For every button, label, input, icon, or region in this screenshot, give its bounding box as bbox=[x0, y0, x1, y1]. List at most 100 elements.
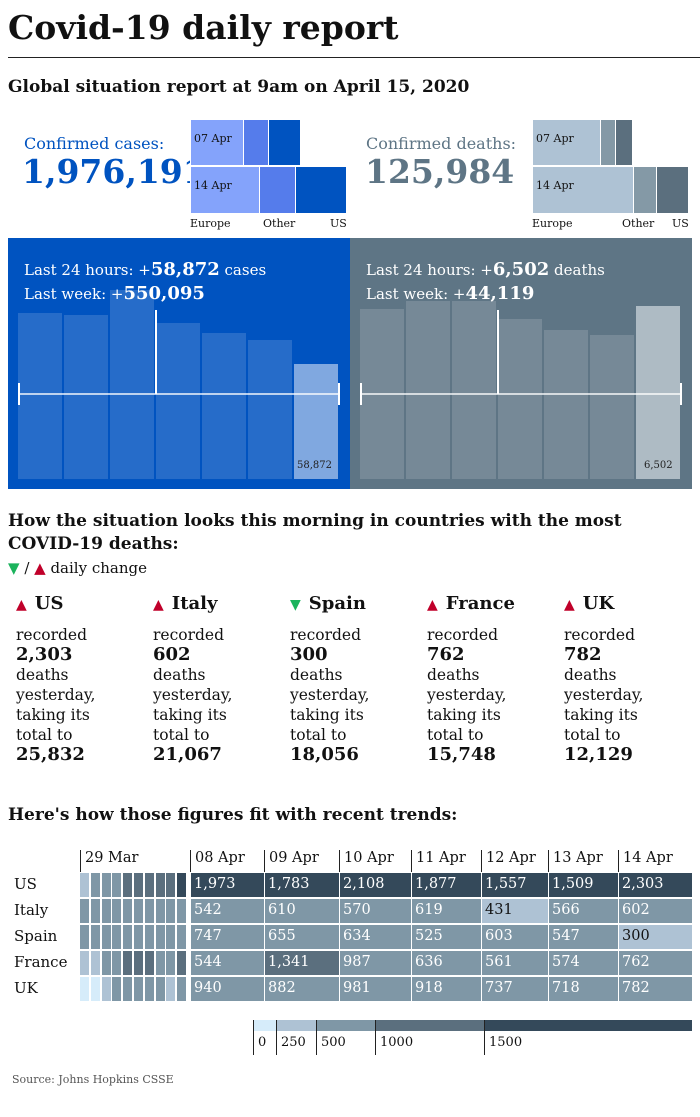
range-tick-right bbox=[680, 383, 682, 405]
change-legend: ▼ / ▲ daily change bbox=[8, 559, 147, 577]
last-bar-label: 58,872 bbox=[297, 460, 332, 471]
heatmap-cell-early bbox=[134, 873, 143, 897]
down-arrow-icon: ▼ bbox=[8, 559, 20, 577]
heatmap-cell-early bbox=[90, 873, 100, 897]
country-l4: taking its bbox=[427, 706, 501, 724]
heatmap-cell-early bbox=[155, 899, 165, 923]
treemap-cell-europe-07apr: 07 Apr bbox=[190, 119, 244, 166]
country-l5: total to bbox=[16, 726, 73, 744]
treemap-cell-other-07apr bbox=[600, 119, 616, 166]
country-l5: total to bbox=[153, 726, 210, 744]
heatmap-cell-early bbox=[90, 977, 100, 1001]
heatmap-cell: 619 bbox=[411, 899, 481, 923]
heatmap-cell-early bbox=[90, 925, 100, 949]
treemap-cell-europe-14apr: 14 Apr bbox=[190, 166, 260, 214]
heatmap-cell-early bbox=[112, 899, 122, 923]
treemap-label-europe: Europe bbox=[532, 217, 573, 230]
heatmap-cell: 636 bbox=[411, 951, 481, 975]
weekly-bar bbox=[156, 322, 200, 479]
baseline bbox=[19, 393, 339, 395]
report-subtitle: Global situation report at 9am on April … bbox=[8, 77, 470, 97]
weekly-bar bbox=[18, 312, 62, 479]
heatmap-cell-early bbox=[123, 977, 133, 1001]
baseline bbox=[361, 393, 681, 395]
heatmap-row-label: UK bbox=[14, 979, 38, 997]
country-card-spain: ▼ Spain recorded 300 deaths yesterday, taking … bbox=[290, 594, 420, 765]
last24-cases: 58,872 bbox=[150, 259, 220, 280]
heatmap-cell: 574 bbox=[548, 951, 618, 975]
weekly-bar bbox=[248, 340, 292, 479]
heatmap-cell-early bbox=[101, 899, 111, 923]
country-l4: taking its bbox=[290, 706, 364, 724]
scale-label: 1500 bbox=[484, 1020, 522, 1055]
country-l2: deaths bbox=[153, 666, 206, 684]
treemap-cell-us-07apr bbox=[615, 119, 633, 166]
country-l3: yesterday, bbox=[153, 686, 233, 704]
range-tick-left bbox=[18, 383, 20, 405]
country-deaths: 300 bbox=[290, 644, 328, 665]
heatmap-cell: 610 bbox=[264, 899, 339, 923]
heatmap-date-header: 11 Apr bbox=[411, 850, 481, 872]
week-prefix: Last week: + bbox=[24, 285, 124, 303]
heatmap-cell: 918 bbox=[411, 977, 481, 1001]
country-label: France bbox=[445, 593, 515, 614]
heatmap-cell-early bbox=[112, 977, 122, 1001]
heatmap-cell: 431 bbox=[481, 899, 548, 923]
country-label: UK bbox=[582, 593, 615, 614]
treemap-cell-europe-07apr: 07 Apr bbox=[532, 119, 601, 166]
heatmap-cell-early bbox=[177, 873, 187, 897]
country-deaths: 2,303 bbox=[16, 644, 73, 665]
heatmap-cell-early bbox=[155, 951, 165, 975]
heatmap-cell: 1,341 bbox=[264, 951, 339, 975]
heatmap-cell: 1,557 bbox=[481, 873, 548, 897]
heatmap-cell-early bbox=[134, 977, 143, 1001]
weekly-bar bbox=[202, 332, 246, 479]
heatmap-cell: 1,783 bbox=[264, 873, 339, 897]
treemap-label-us: US bbox=[330, 217, 347, 230]
heatmap-row-label: Italy bbox=[14, 901, 49, 919]
country-name: ▲ UK bbox=[564, 594, 694, 615]
heatmap-cell: 1,877 bbox=[411, 873, 481, 897]
weekly-bar bbox=[64, 314, 108, 479]
heatmap-cell-early bbox=[177, 951, 187, 975]
country-deaths: 602 bbox=[153, 644, 191, 665]
heatmap-cell-early bbox=[80, 951, 89, 975]
country-l2: deaths bbox=[427, 666, 480, 684]
confirmed-cases-label: Confirmed cases: bbox=[24, 134, 165, 153]
heatmap-cell-early bbox=[144, 951, 154, 975]
heatmap-cell: 300 bbox=[618, 925, 692, 949]
scale-label: 0 bbox=[253, 1020, 266, 1055]
scale-swatch bbox=[375, 1020, 484, 1031]
heatmap-cell-early bbox=[144, 873, 154, 897]
country-l4: taking its bbox=[153, 706, 227, 724]
country-total: 12,129 bbox=[564, 744, 633, 765]
heatmap-cell-early bbox=[166, 977, 176, 1001]
country-l4: taking its bbox=[16, 706, 90, 724]
marker-line bbox=[497, 310, 499, 394]
heatmap-cell: 718 bbox=[548, 977, 618, 1001]
country-name: ▼ Spain bbox=[290, 594, 420, 615]
heatmap-cell: 655 bbox=[264, 925, 339, 949]
heatmap-cell: 940 bbox=[190, 977, 264, 1001]
weekly-bar bbox=[590, 335, 634, 479]
up-arrow-icon: ▲ bbox=[34, 559, 46, 577]
up-arrow-icon: ▲ bbox=[427, 597, 438, 613]
heatmap-cell-early bbox=[144, 925, 154, 949]
heatmap-cell-early bbox=[177, 925, 187, 949]
treemap-cell-other-14apr bbox=[633, 166, 657, 214]
heatmap-row-label: US bbox=[14, 875, 37, 893]
heatmap-row-label: Spain bbox=[14, 927, 58, 945]
up-arrow-icon: ▲ bbox=[153, 597, 164, 613]
heatmap-cell: 762 bbox=[618, 951, 692, 975]
country-name: ▲ Italy bbox=[153, 594, 283, 615]
range-tick-right bbox=[338, 383, 340, 405]
last24-prefix: Last 24 hours: + bbox=[366, 261, 493, 279]
scale-label: 250 bbox=[276, 1020, 306, 1055]
heatmap-cell-early bbox=[134, 899, 143, 923]
heatmap-cell-early bbox=[134, 925, 143, 949]
heatmap-cell: 634 bbox=[339, 925, 411, 949]
heatmap-date-header: 12 Apr bbox=[481, 850, 548, 872]
last24-suffix: cases bbox=[219, 261, 267, 279]
heatmap-date-header: 14 Apr bbox=[618, 850, 692, 872]
heatmap-cell: 542 bbox=[190, 899, 264, 923]
